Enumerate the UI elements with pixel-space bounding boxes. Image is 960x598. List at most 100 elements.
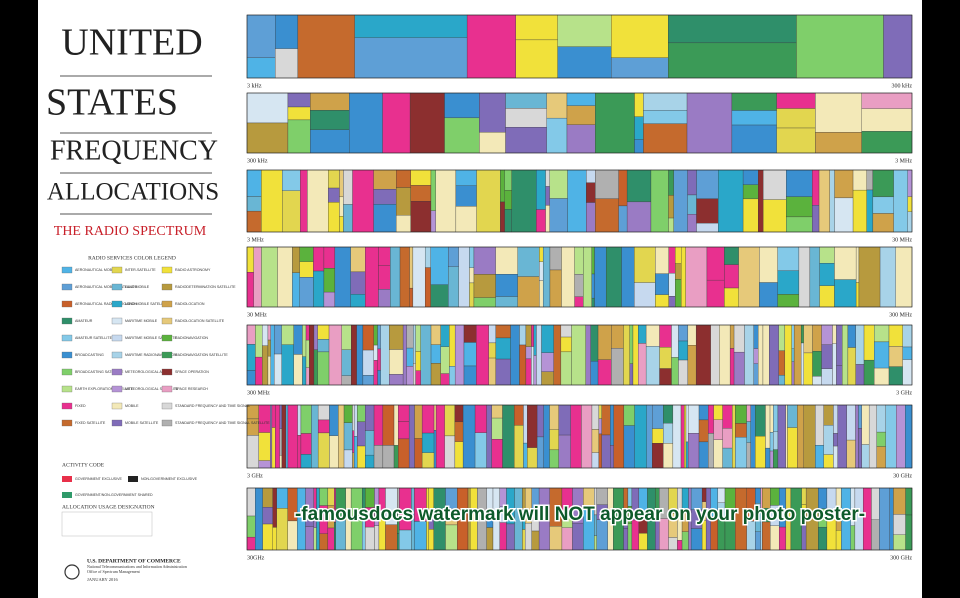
allocation-block [598,418,602,435]
allocation-block [650,169,669,233]
allocation-block [317,419,330,434]
allocation-block [275,14,299,49]
activity-label: GOVERNMENT/NON-GOVERNMENT SHARED [75,493,153,497]
allocation-block [708,433,714,469]
allocation-block [778,324,786,352]
legend-swatch [61,368,73,376]
allocation-block [591,404,600,430]
allocation-block [798,246,811,308]
allocation-block [590,361,599,386]
allocation-block [776,127,816,154]
allocation-block [655,294,669,308]
allocation-block [495,296,518,308]
allocation-block [549,526,563,551]
allocation-block [613,404,625,469]
allocation-block [858,246,881,308]
allocation-block [762,521,771,551]
allocation-block [618,205,628,233]
legend-label: MARITIME MOBILE SATELLITE [125,336,177,340]
allocation-block [698,419,709,443]
allocation-block [623,425,635,469]
allocation-block [585,324,591,386]
legend-swatch [61,300,73,308]
allocation-block [659,324,672,348]
allocation-block [558,404,571,436]
allocation-block [365,246,379,308]
legend-label: METEOROLOGICAL SATELLITE [125,387,179,391]
allocation-block [549,404,559,430]
allocation-block [317,351,330,386]
department: U.S. DEPARTMENT OF COMMERCE [87,558,181,564]
allocation-block [356,324,364,386]
allocation-block [412,246,426,308]
band-outline [246,246,913,308]
allocation-block [307,169,329,233]
seal [64,564,80,580]
allocation-block [299,246,314,262]
allocation-block [536,436,544,469]
allocation-block [454,441,464,469]
allocation-block [687,324,697,346]
allocation-block [413,363,416,386]
legend-label: BROADCASTING [75,353,104,357]
allocation-block [863,359,875,386]
allocation-block [523,442,528,469]
allocation-block [410,201,432,233]
allocation-block [539,280,544,308]
band-end-label: 3 GHz [896,390,912,396]
legend-swatch [161,317,173,325]
allocation-block [541,371,554,386]
allocation-block [643,110,688,124]
allocation-block [433,430,437,469]
allocation-block [421,452,435,469]
allocation-block [246,210,262,233]
allocation-block [262,345,269,386]
allocation-block [905,404,913,469]
allocation-block [262,487,273,508]
allocation-block [341,324,352,350]
allocation-block [557,46,612,79]
allocation-block [687,213,697,233]
allocation-block [655,273,669,295]
allocation-block [463,324,477,343]
allocation-block [755,436,766,469]
legend-label: INTER-SATELLITE [125,268,156,272]
allocation-block [297,435,302,469]
allocation-block [519,344,527,386]
allocation-block [378,246,391,266]
allocation-block [872,213,894,233]
allocation-block [591,297,595,308]
allocation-block [724,287,739,308]
allocation-block [823,425,834,455]
allocation-block [889,487,894,551]
allocation-block [684,404,687,469]
activity-label: GOVERNMENT EXCLUSIVE [75,477,122,481]
allocation-block [476,324,489,386]
allocation-block [246,14,276,58]
legend-swatch [161,385,173,393]
allocation-block [350,271,366,295]
allocation-block [539,246,544,262]
spectrum: 3 kHz 300 kHz 300 kHz 3 MHz 3 MHz 30 MHz 30 MH… [246,14,913,561]
allocation-block [255,324,263,358]
allocation-block [677,540,683,551]
allocation-block [787,404,798,428]
allocation-block [410,185,432,202]
legend-swatch [61,385,73,393]
allocation-block [343,169,353,205]
allocation-block [769,404,774,433]
allocation-block [893,534,906,551]
allocation-block [842,324,849,386]
allocation-block [861,444,870,469]
allocation-block [685,246,708,308]
allocation-block [454,421,464,442]
section-heading: ACTIVITY CODE [62,462,105,468]
allocation-block [300,169,308,233]
allocation-block [744,324,754,386]
allocation-block [560,336,572,353]
allocation-block [343,404,353,423]
allocation-block [876,404,886,433]
allocation-block [659,368,672,386]
allocation-block [675,279,682,308]
allocation-block [323,291,336,308]
